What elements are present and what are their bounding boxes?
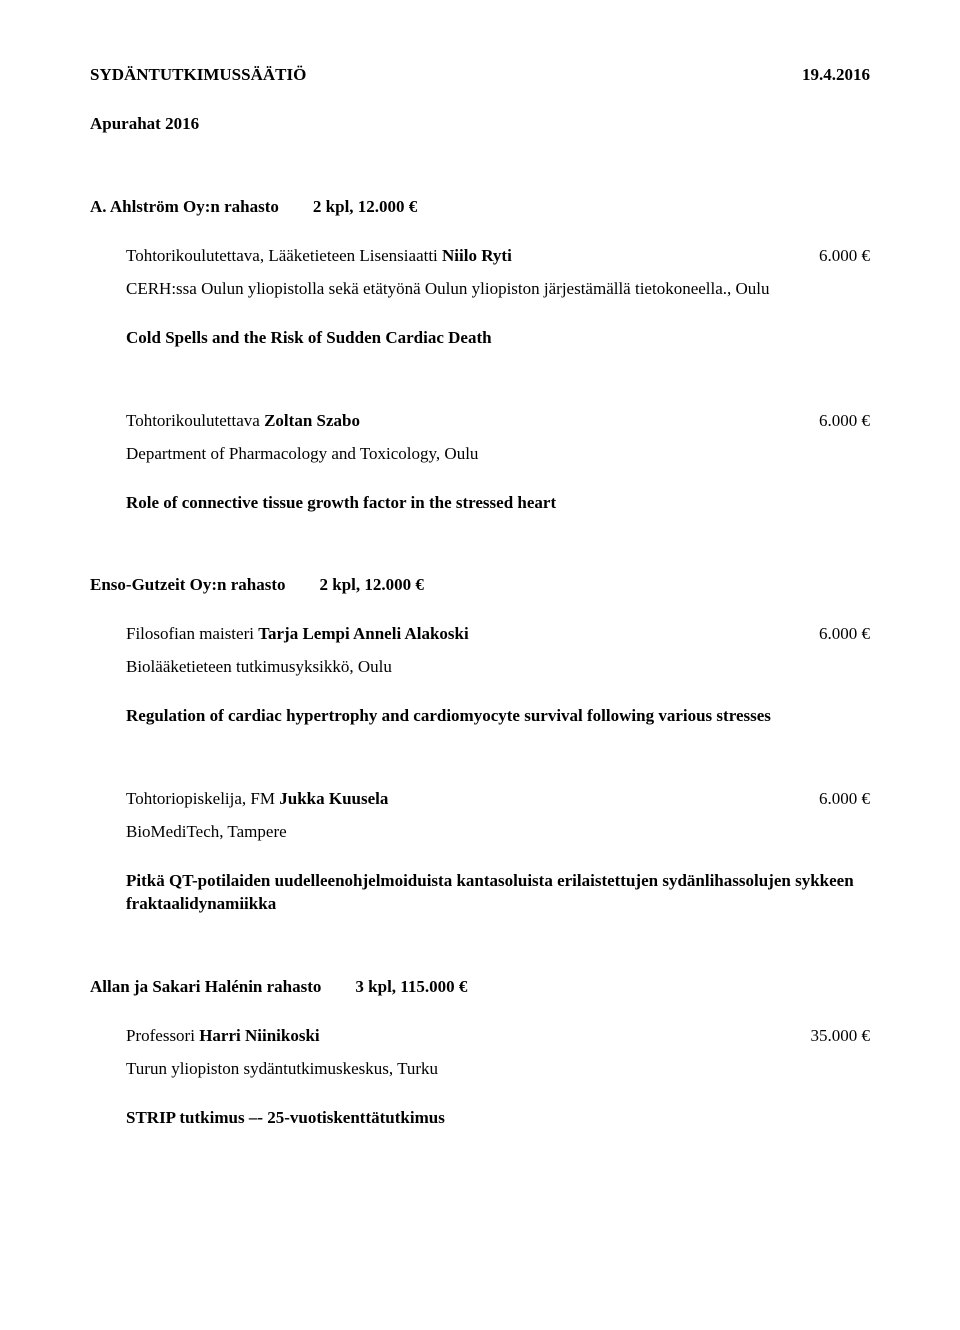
fund-name: Enso-Gutzeit Oy:n rahasto xyxy=(90,575,286,594)
fund-heading: Enso-Gutzeit Oy:n rahasto 2 kpl, 12.000 … xyxy=(90,574,870,597)
grant-project: Role of connective tissue growth factor … xyxy=(126,492,870,515)
grant-project: STRIP tutkimus –- 25-vuotiskenttätutkimu… xyxy=(126,1107,870,1130)
grant-title: Tohtorikoulutettava Zoltan Szabo xyxy=(126,410,360,433)
grant-project: Pitkä QT-potilaiden uudelleenohjelmoidui… xyxy=(126,870,870,916)
grant-amount: 6.000 € xyxy=(819,788,870,811)
fund-heading: Allan ja Sakari Halénin rahasto 3 kpl, 1… xyxy=(90,976,870,999)
grant-affil: CERH:ssa Oulun yliopistolla sekä etätyön… xyxy=(126,278,870,301)
grant-title: Tohtorikoulutettava, Lääketieteen Lisens… xyxy=(126,245,512,268)
fund-name: A. Ahlström Oy:n rahasto xyxy=(90,197,279,216)
grant-block: Filosofian maisteri Tarja Lempi Anneli A… xyxy=(90,623,870,728)
grant-recipient: Tarja Lempi Anneli Alakoski xyxy=(258,624,469,643)
grant-block: Tohtorikoulutettava, Lääketieteen Lisens… xyxy=(90,245,870,350)
grant-recipient: Jukka Kuusela xyxy=(279,789,388,808)
grant-affil: Department of Pharmacology and Toxicolog… xyxy=(126,443,870,466)
grant-title-prefix: Tohtorikoulutettava, Lääketieteen Lisens… xyxy=(126,246,442,265)
grant-title: Filosofian maisteri Tarja Lempi Anneli A… xyxy=(126,623,469,646)
grant-title: Professori Harri Niinikoski xyxy=(126,1025,320,1048)
grant-title: Tohtoriopiskelija, FM Jukka Kuusela xyxy=(126,788,388,811)
grant-block: Professori Harri Niinikoski 35.000 € Tur… xyxy=(90,1025,870,1130)
grant-recipient: Harri Niinikoski xyxy=(199,1026,319,1045)
header-row: SYDÄNTUTKIMUSSÄÄTIÖ 19.4.2016 xyxy=(90,64,870,87)
grant-title-prefix: Tohtorikoulutettava xyxy=(126,411,264,430)
grant-amount: 6.000 € xyxy=(819,245,870,268)
grant-amount: 35.000 € xyxy=(811,1025,871,1048)
subtitle: Apurahat 2016 xyxy=(90,113,870,136)
grant-title-prefix: Tohtoriopiskelija, FM xyxy=(126,789,279,808)
grant-project: Regulation of cardiac hypertrophy and ca… xyxy=(126,705,870,728)
grant-block: Tohtoriopiskelija, FM Jukka Kuusela 6.00… xyxy=(90,788,870,916)
grant-amount: 6.000 € xyxy=(819,410,870,433)
grant-affil: BioMediTech, Tampere xyxy=(126,821,870,844)
grant-amount: 6.000 € xyxy=(819,623,870,646)
grant-title-prefix: Filosofian maisteri xyxy=(126,624,258,643)
fund-heading: A. Ahlström Oy:n rahasto 2 kpl, 12.000 € xyxy=(90,196,870,219)
grant-block: Tohtorikoulutettava Zoltan Szabo 6.000 €… xyxy=(90,410,870,515)
fund-count: 3 kpl, 115.000 € xyxy=(355,977,467,996)
grant-title-prefix: Professori xyxy=(126,1026,199,1045)
grant-affil: Biolääketieteen tutkimusyksikkö, Oulu xyxy=(126,656,870,679)
fund-count: 2 kpl, 12.000 € xyxy=(313,197,417,216)
grant-project: Cold Spells and the Risk of Sudden Cardi… xyxy=(126,327,870,350)
org-name: SYDÄNTUTKIMUSSÄÄTIÖ xyxy=(90,64,306,87)
grant-recipient: Zoltan Szabo xyxy=(264,411,360,430)
grant-affil: Turun yliopiston sydäntutkimuskeskus, Tu… xyxy=(126,1058,870,1081)
fund-count: 2 kpl, 12.000 € xyxy=(320,575,424,594)
grant-recipient: Niilo Ryti xyxy=(442,246,512,265)
fund-name: Allan ja Sakari Halénin rahasto xyxy=(90,977,321,996)
header-date: 19.4.2016 xyxy=(802,64,870,87)
